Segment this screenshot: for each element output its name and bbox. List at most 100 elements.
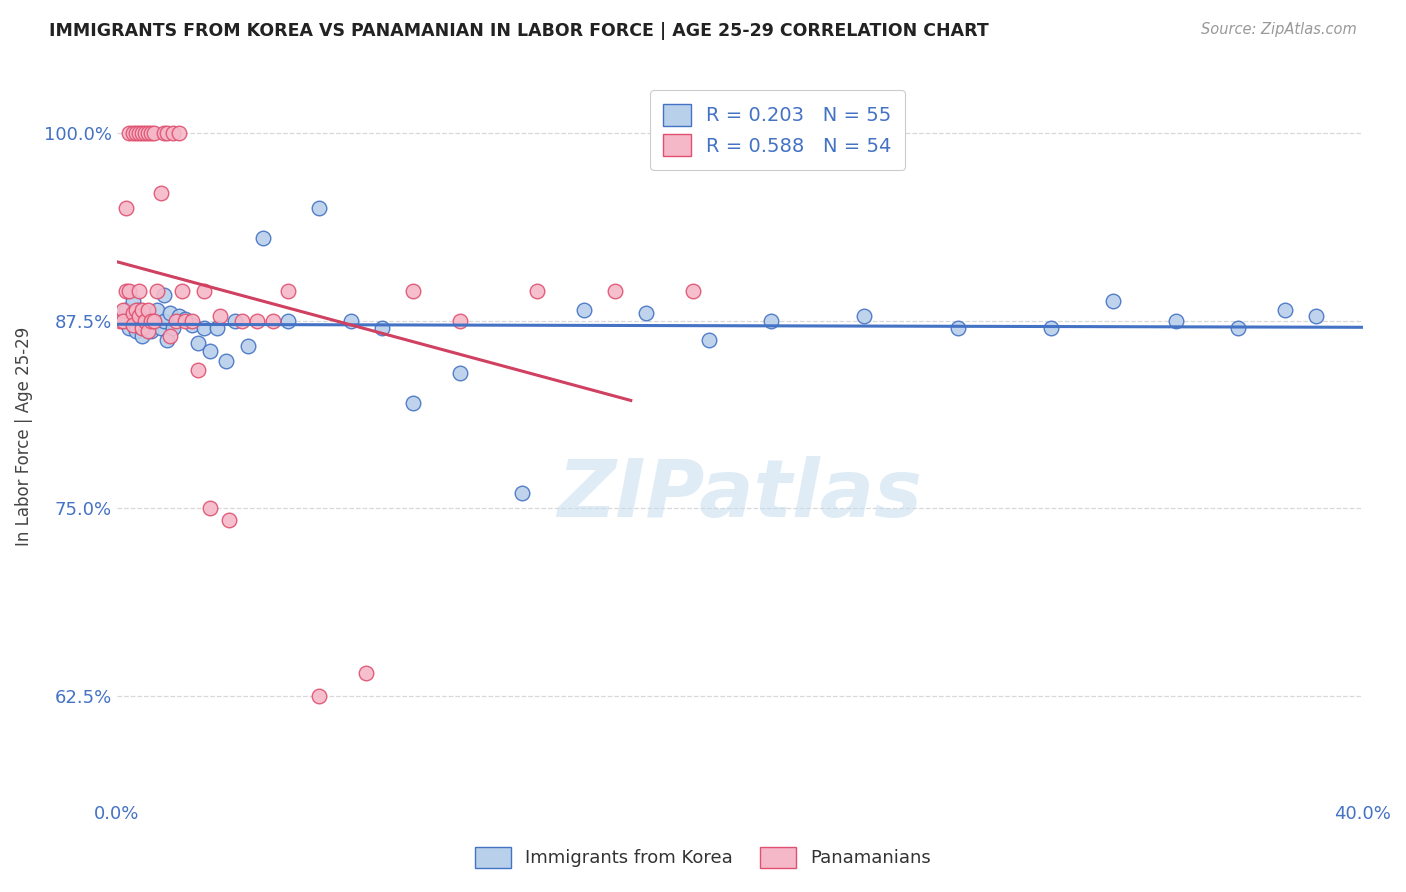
Point <box>370 321 392 335</box>
Point <box>449 366 471 380</box>
Text: ZIPatlas: ZIPatlas <box>557 456 922 534</box>
Point <box>159 306 181 320</box>
Point <box>141 126 163 140</box>
Point <box>224 313 246 327</box>
Point <box>308 201 330 215</box>
Point <box>128 303 150 318</box>
Point <box>143 126 166 140</box>
Point <box>136 324 159 338</box>
Point <box>682 284 704 298</box>
Point <box>262 313 284 327</box>
Point <box>146 303 169 318</box>
Point <box>152 288 174 302</box>
Point <box>131 126 153 140</box>
Point <box>159 328 181 343</box>
Point <box>1164 313 1187 327</box>
Y-axis label: In Labor Force | Age 25-29: In Labor Force | Age 25-29 <box>15 327 32 547</box>
Point <box>141 313 163 327</box>
Point <box>124 318 146 332</box>
Point <box>134 318 156 332</box>
Point <box>339 313 361 327</box>
Point <box>141 324 163 338</box>
Point <box>128 284 150 298</box>
Point <box>946 321 969 335</box>
Point <box>131 303 153 318</box>
Point <box>115 303 138 318</box>
Point <box>112 303 135 318</box>
Point <box>131 321 153 335</box>
Point <box>167 309 190 323</box>
Point <box>174 313 197 327</box>
Point <box>149 321 172 335</box>
Point <box>449 313 471 327</box>
Point <box>152 313 174 327</box>
Point <box>149 186 172 200</box>
Point <box>180 313 202 327</box>
Point <box>121 309 143 323</box>
Point <box>156 126 179 140</box>
Point <box>187 363 209 377</box>
Point <box>1227 321 1250 335</box>
Point <box>115 284 138 298</box>
Point <box>572 303 595 318</box>
Point <box>218 513 240 527</box>
Point <box>193 321 215 335</box>
Point <box>124 303 146 318</box>
Point <box>200 343 222 358</box>
Point <box>112 313 135 327</box>
Point <box>118 126 141 140</box>
Point <box>134 126 156 140</box>
Point <box>146 284 169 298</box>
Point <box>136 126 159 140</box>
Point <box>136 309 159 323</box>
Point <box>402 396 425 410</box>
Point <box>134 313 156 327</box>
Point <box>231 313 253 327</box>
Point <box>354 666 377 681</box>
Point <box>121 293 143 308</box>
Point <box>118 284 141 298</box>
Point <box>187 336 209 351</box>
Point <box>162 321 184 335</box>
Point <box>1305 309 1327 323</box>
Point <box>236 339 259 353</box>
Point <box>162 126 184 140</box>
Point <box>1040 321 1063 335</box>
Point <box>180 318 202 332</box>
Point <box>121 318 143 332</box>
Point <box>167 126 190 140</box>
Point <box>193 284 215 298</box>
Point <box>124 126 146 140</box>
Point <box>152 126 174 140</box>
Point <box>121 126 143 140</box>
Point <box>208 309 231 323</box>
Point <box>759 313 782 327</box>
Point <box>1102 293 1125 308</box>
Point <box>141 313 163 327</box>
Point <box>215 354 238 368</box>
Point <box>174 312 197 326</box>
Point <box>108 313 131 327</box>
Point <box>1274 303 1296 318</box>
Point <box>853 309 876 323</box>
Point <box>143 313 166 327</box>
Point <box>697 333 720 347</box>
Point <box>131 328 153 343</box>
Point <box>402 284 425 298</box>
Text: IMMIGRANTS FROM KOREA VS PANAMANIAN IN LABOR FORCE | AGE 25-29 CORRELATION CHART: IMMIGRANTS FROM KOREA VS PANAMANIAN IN L… <box>49 22 988 40</box>
Point <box>115 313 138 327</box>
Point <box>134 306 156 320</box>
Point <box>136 321 159 335</box>
Point <box>128 126 150 140</box>
Point <box>121 306 143 320</box>
Point <box>128 309 150 323</box>
Point <box>143 313 166 327</box>
Point <box>128 313 150 327</box>
Point <box>165 313 187 327</box>
Point <box>308 689 330 703</box>
Point <box>118 321 141 335</box>
Point <box>124 324 146 338</box>
Point <box>156 333 179 347</box>
Point <box>277 313 299 327</box>
Point <box>205 321 228 335</box>
